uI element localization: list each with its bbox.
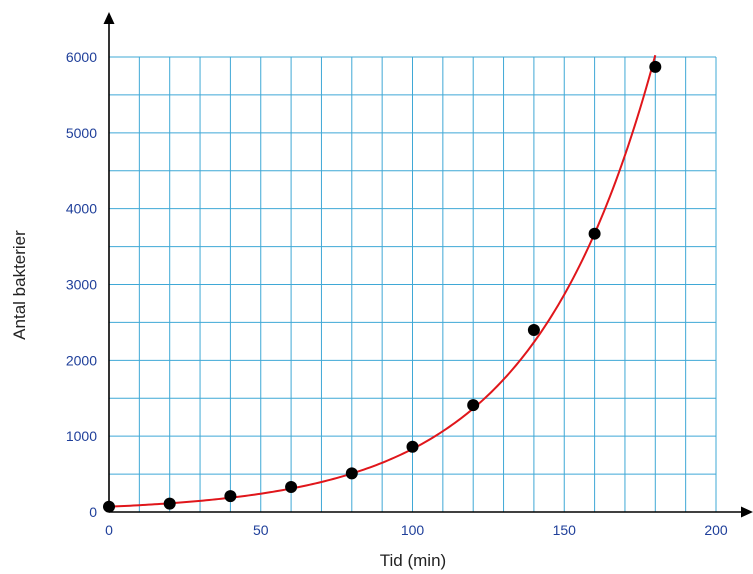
y-tick-label: 5000 — [66, 125, 97, 141]
data-point — [285, 480, 298, 493]
data-point — [406, 440, 419, 453]
y-tick-labels: 0 1000 2000 3000 4000 5000 6000 — [66, 49, 97, 520]
x-tick-label: 100 — [401, 522, 425, 538]
data-point — [103, 500, 115, 513]
data-point — [467, 399, 480, 412]
y-tick-label: 2000 — [66, 352, 97, 368]
x-tick-label: 200 — [704, 522, 728, 538]
x-tick-label: 150 — [553, 522, 577, 538]
data-point — [345, 467, 358, 480]
data-point — [649, 60, 662, 73]
y-tick-label: 1000 — [66, 428, 97, 444]
fit-curve — [108, 54, 657, 508]
data-point — [527, 324, 540, 336]
data-point — [163, 497, 176, 510]
y-tick-label: 4000 — [66, 201, 97, 217]
data-point — [224, 490, 237, 503]
data-points — [103, 60, 662, 513]
axes — [103, 12, 753, 518]
x-tick-labels: 0 50 100 150 200 — [105, 522, 728, 538]
x-tick-label: 50 — [253, 522, 269, 538]
data-point — [588, 227, 601, 240]
y-tick-label: 6000 — [66, 49, 97, 65]
y-axis-arrow — [103, 12, 115, 24]
y-tick-label: 3000 — [66, 277, 97, 293]
x-axis-title: Tid (min) — [380, 551, 446, 570]
y-axis-title: Antal bakterier — [10, 230, 29, 340]
y-tick-label: 0 — [89, 504, 97, 520]
grid — [108, 56, 717, 513]
x-tick-label: 0 — [105, 522, 113, 538]
x-axis-arrow — [741, 506, 753, 518]
